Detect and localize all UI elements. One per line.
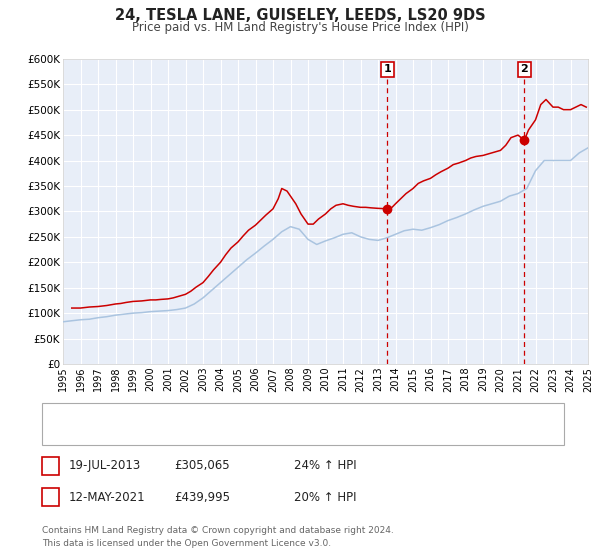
Text: HPI: Average price, detached house, Leeds: HPI: Average price, detached house, Leed… — [84, 428, 319, 438]
Text: £439,995: £439,995 — [174, 491, 230, 504]
Text: 12-MAY-2021: 12-MAY-2021 — [69, 491, 146, 504]
Text: 2: 2 — [520, 64, 528, 74]
Text: 19-JUL-2013: 19-JUL-2013 — [69, 459, 141, 473]
Text: 1: 1 — [383, 64, 391, 74]
Text: 20% ↑ HPI: 20% ↑ HPI — [294, 491, 356, 504]
Text: 24, TESLA LANE, GUISELEY, LEEDS, LS20 9DS: 24, TESLA LANE, GUISELEY, LEEDS, LS20 9D… — [115, 8, 485, 24]
Text: 2: 2 — [46, 491, 55, 504]
Text: Price paid vs. HM Land Registry's House Price Index (HPI): Price paid vs. HM Land Registry's House … — [131, 21, 469, 34]
Text: 24, TESLA LANE, GUISELEY, LEEDS, LS20 9DS (detached house): 24, TESLA LANE, GUISELEY, LEEDS, LS20 9D… — [84, 410, 433, 420]
Text: £305,065: £305,065 — [174, 459, 230, 473]
Text: Contains HM Land Registry data © Crown copyright and database right 2024.
This d: Contains HM Land Registry data © Crown c… — [42, 526, 394, 548]
Text: 1: 1 — [46, 459, 55, 473]
Text: 24% ↑ HPI: 24% ↑ HPI — [294, 459, 356, 473]
